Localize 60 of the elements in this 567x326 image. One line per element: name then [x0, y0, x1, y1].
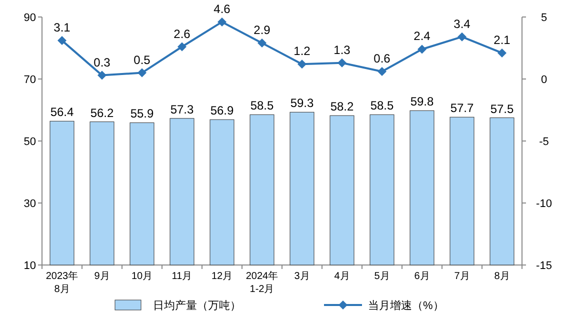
- x-tick-label: 2023年 8月: [46, 270, 78, 295]
- data-label: 3.4: [454, 16, 471, 31]
- x-tick-label: 8月: [494, 271, 510, 282]
- data-label: 1.2: [294, 44, 311, 58]
- point: [498, 48, 506, 58]
- point: [178, 42, 186, 52]
- point: [58, 36, 66, 46]
- data-label: 59.3: [290, 96, 314, 110]
- data-label: 56.2: [90, 106, 114, 120]
- x-tick-label: 9月: [94, 271, 110, 282]
- data-label: 57.7: [450, 101, 474, 116]
- y2-tick-label: 5: [540, 12, 548, 24]
- data-label: 2.4: [414, 29, 431, 44]
- data-label: 2.1: [494, 32, 511, 47]
- point: [378, 67, 386, 76]
- data-label: 56.9: [210, 104, 234, 118]
- data-label: 4.6: [214, 2, 231, 16]
- point: [138, 68, 146, 78]
- point: [338, 58, 346, 68]
- x-tick-label: 2024年 1-2月: [246, 270, 278, 295]
- data-label: 3.1: [54, 20, 71, 35]
- y-tick-label: 50: [24, 136, 36, 148]
- data-label: 0.3: [94, 55, 111, 70]
- x-tick-label: 7月: [454, 271, 470, 282]
- x-tick-label: 6月: [414, 271, 430, 282]
- y-tick-label: 30: [24, 198, 36, 210]
- y-tick-label: 90: [24, 12, 36, 24]
- point: [258, 38, 266, 48]
- x-tick-label: 4月: [334, 271, 350, 282]
- y2-tick-label: -5: [539, 136, 549, 148]
- data-label: 2.9: [254, 23, 271, 38]
- data-label: 58.5: [370, 98, 394, 113]
- y-tick-label: 10: [24, 260, 36, 272]
- data-label: 56.4: [50, 105, 74, 120]
- x-tick-label: 11月: [172, 271, 192, 282]
- data-label: 1.3: [334, 42, 351, 57]
- y2-tick-label: 0: [540, 74, 548, 86]
- point: [458, 32, 466, 42]
- x-tick-label: 5月: [374, 271, 390, 282]
- data-label: 57.5: [490, 102, 514, 116]
- x-tick-label: 3月: [294, 271, 310, 282]
- data-label: 0.6: [374, 52, 391, 66]
- point: [98, 70, 106, 80]
- legend-label: 当月增速（%）: [368, 299, 444, 312]
- legend-label: 日均产量（万吨）: [153, 299, 241, 312]
- y2-tick-label: -15: [536, 260, 552, 272]
- data-label: 59.8: [410, 94, 434, 109]
- data-label: 55.9: [130, 106, 154, 121]
- x-tick-label: 10月: [131, 271, 153, 282]
- point: [218, 17, 226, 26]
- point: [418, 44, 426, 54]
- data-label: 57.3: [170, 102, 194, 116]
- point: [298, 60, 306, 69]
- data-label: 58.2: [330, 100, 354, 114]
- data-label: 2.6: [174, 26, 191, 41]
- y-tick-label: 70: [24, 74, 36, 86]
- x-tick-label: 12月: [211, 271, 233, 282]
- data-label: 0.5: [134, 52, 151, 67]
- data-label: 58.5: [250, 98, 274, 113]
- y2-tick-label: -10: [536, 198, 552, 210]
